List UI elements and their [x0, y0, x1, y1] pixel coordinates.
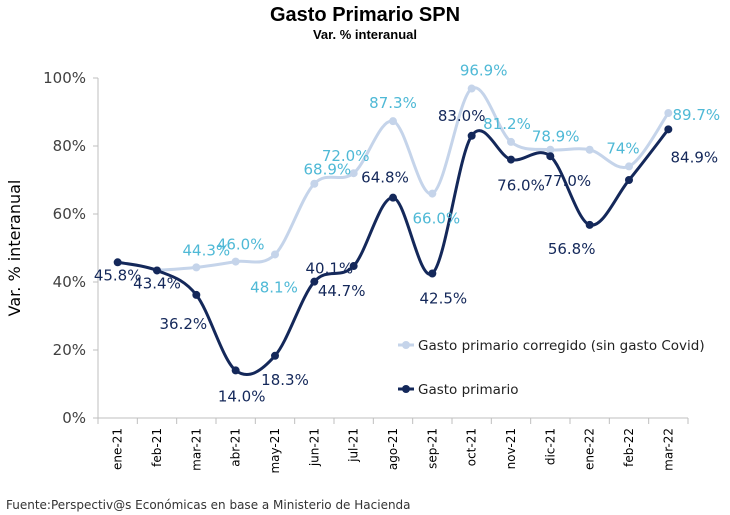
source-note: Fuente:Perspectiv@s Económicas en base a…	[6, 498, 411, 512]
data-point-corrected	[231, 257, 240, 266]
data-label-corrected: 48.1%	[250, 278, 298, 296]
data-label-corrected: 89.7%	[673, 106, 721, 124]
data-point-corrected	[192, 263, 201, 272]
line-chart: 0% 20% 40% 60% 80% 100% ene-21 feb-21 mar-21 abr-…	[5, 62, 721, 474]
data-point-corrected	[625, 162, 633, 171]
chart-subtitle: Var. % interanual	[312, 27, 418, 42]
data-label-primary: 84.9%	[671, 148, 719, 166]
data-label-primary: 83.0%	[438, 107, 486, 125]
data-point-corrected	[271, 250, 279, 259]
data-point-corrected	[389, 117, 397, 126]
x-tick-label: feb-22	[622, 428, 636, 467]
data-point-primary	[546, 152, 555, 161]
x-tick-label: sep-21	[425, 428, 439, 469]
data-label-primary: 43.4%	[133, 274, 181, 292]
legend-label-primary: Gasto primario	[418, 382, 518, 398]
data-label-primary: 36.2%	[160, 315, 208, 333]
x-tick-label: nov-21	[504, 428, 518, 469]
series-line-corrected	[156, 86, 670, 272]
data-label-primary: 77.0%	[544, 172, 592, 190]
data-point-corrected	[349, 169, 358, 178]
x-tick-label: jun-21	[307, 428, 321, 467]
data-point-primary	[664, 125, 673, 134]
x-tick-label: mar-21	[189, 428, 203, 471]
data-point-primary	[625, 176, 633, 184]
y-tick-label: 60%	[53, 205, 86, 223]
data-point-corrected	[664, 109, 673, 118]
series-line-primary	[117, 128, 670, 376]
data-label-corrected: 87.3%	[369, 94, 417, 112]
data-label-corrected: 81.2%	[483, 115, 531, 133]
chart-title: Gasto Primario SPN	[269, 4, 461, 26]
data-label-corrected: 46.0%	[217, 236, 265, 254]
legend-label-corrected: Gasto primario corregido (sin gasto Covi…	[418, 338, 705, 354]
data-label-primary: 42.5%	[420, 290, 468, 308]
data-point-corrected	[428, 189, 437, 198]
data-point-primary	[507, 155, 515, 164]
x-tick-label: jul-21	[347, 428, 361, 463]
data-label-corrected: 66.0%	[413, 210, 461, 228]
x-tick-label: may-21	[268, 428, 282, 474]
data-label-corrected: 68.9%	[304, 161, 352, 179]
x-tick-label: ago-21	[386, 428, 400, 470]
data-point-primary	[467, 131, 476, 140]
data-label-corrected: 78.9%	[532, 128, 580, 146]
data-label-corrected: 74%	[606, 139, 639, 157]
x-tick-label: dic-21	[543, 428, 557, 465]
x-tick-label: ene-22	[583, 428, 597, 470]
data-point-primary	[271, 351, 279, 360]
x-tick-label: mar-22	[661, 428, 675, 471]
data-point-corrected	[546, 145, 555, 154]
x-tick-label: oct-21	[465, 428, 479, 466]
data-label-primary: 44.7%	[318, 282, 366, 300]
data-label-primary: 64.8%	[361, 169, 409, 187]
data-point-corrected	[310, 179, 319, 188]
data-point-primary	[585, 220, 594, 229]
data-point-primary	[192, 290, 201, 299]
x-tick-label: ene-21	[111, 428, 125, 470]
y-tick-label: 20%	[53, 341, 86, 359]
y-tick-label: 0%	[62, 409, 86, 427]
data-point-primary	[428, 269, 437, 278]
legend-marker-primary	[402, 385, 410, 393]
data-label-corrected: 96.9%	[460, 62, 508, 80]
data-label-primary: 18.3%	[261, 371, 309, 389]
data-label-primary: 56.8%	[548, 240, 596, 258]
y-tick-label: 100%	[43, 69, 86, 87]
y-tick-label: 80%	[53, 137, 86, 155]
x-tick-label: abr-21	[229, 428, 243, 467]
data-point-corrected	[585, 145, 594, 154]
data-point-primary	[389, 193, 397, 202]
legend-marker-corrected	[402, 341, 410, 349]
data-point-corrected	[467, 84, 476, 93]
data-label-primary: 76.0%	[497, 177, 545, 195]
data-point-primary	[153, 266, 161, 275]
data-label-corrected: 44.3%	[183, 241, 231, 259]
data-point-primary	[113, 258, 122, 267]
data-label-primary: 14.0%	[218, 387, 266, 405]
data-point-primary	[310, 277, 319, 286]
x-tick-label: feb-21	[150, 428, 164, 467]
data-point-corrected	[507, 137, 515, 146]
y-axis-label: Var. % interanual	[5, 180, 24, 317]
data-label-primary: 45.8%	[94, 266, 142, 284]
data-label-primary: 40.1%	[306, 260, 354, 278]
data-label-corrected: 72.0%	[322, 147, 370, 165]
data-point-primary	[349, 262, 358, 271]
y-tick-label: 40%	[53, 273, 86, 291]
data-point-primary	[231, 366, 240, 375]
